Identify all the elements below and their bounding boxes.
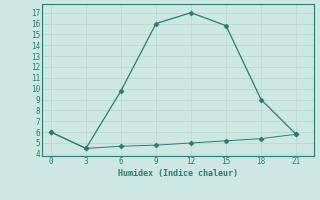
X-axis label: Humidex (Indice chaleur): Humidex (Indice chaleur) [118, 169, 237, 178]
